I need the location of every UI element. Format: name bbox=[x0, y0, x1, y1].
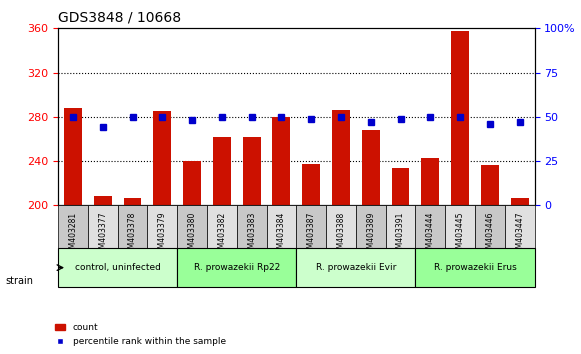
Text: GSM403389: GSM403389 bbox=[366, 212, 375, 258]
Text: GDS3848 / 10668: GDS3848 / 10668 bbox=[58, 11, 181, 25]
FancyBboxPatch shape bbox=[148, 205, 177, 248]
FancyBboxPatch shape bbox=[207, 205, 237, 248]
Text: GSM403281: GSM403281 bbox=[69, 212, 77, 258]
FancyBboxPatch shape bbox=[356, 205, 386, 248]
Bar bbox=[362, 130, 379, 205]
Text: GSM403447: GSM403447 bbox=[515, 212, 524, 258]
Bar bbox=[392, 168, 410, 205]
FancyBboxPatch shape bbox=[415, 205, 445, 248]
Bar bbox=[421, 158, 439, 205]
Text: GSM403445: GSM403445 bbox=[456, 212, 465, 258]
Text: GSM403446: GSM403446 bbox=[485, 212, 494, 258]
FancyBboxPatch shape bbox=[445, 205, 475, 248]
Text: GSM403384: GSM403384 bbox=[277, 212, 286, 258]
Text: GSM403377: GSM403377 bbox=[98, 212, 107, 258]
Bar bbox=[153, 111, 171, 205]
Text: control, uninfected: control, uninfected bbox=[75, 263, 160, 272]
Bar bbox=[213, 137, 231, 205]
Text: strain: strain bbox=[6, 276, 34, 286]
FancyBboxPatch shape bbox=[117, 205, 148, 248]
FancyBboxPatch shape bbox=[475, 205, 505, 248]
Bar bbox=[243, 137, 260, 205]
Text: GSM403388: GSM403388 bbox=[336, 212, 346, 258]
Bar bbox=[332, 110, 350, 205]
Bar bbox=[272, 117, 290, 205]
Bar bbox=[94, 196, 112, 205]
Bar bbox=[451, 30, 469, 205]
Bar bbox=[183, 161, 201, 205]
Text: R. prowazekii Rp22: R. prowazekii Rp22 bbox=[193, 263, 280, 272]
FancyBboxPatch shape bbox=[296, 248, 415, 287]
FancyBboxPatch shape bbox=[177, 248, 296, 287]
Bar bbox=[302, 164, 320, 205]
FancyBboxPatch shape bbox=[326, 205, 356, 248]
FancyBboxPatch shape bbox=[267, 205, 296, 248]
FancyBboxPatch shape bbox=[386, 205, 415, 248]
Text: GSM403387: GSM403387 bbox=[307, 212, 315, 258]
FancyBboxPatch shape bbox=[237, 205, 267, 248]
FancyBboxPatch shape bbox=[58, 248, 177, 287]
Text: GSM403444: GSM403444 bbox=[426, 212, 435, 258]
Text: GSM403382: GSM403382 bbox=[217, 212, 227, 258]
FancyBboxPatch shape bbox=[88, 205, 117, 248]
Text: GSM403379: GSM403379 bbox=[158, 212, 167, 258]
Legend: count, percentile rank within the sample: count, percentile rank within the sample bbox=[51, 320, 229, 349]
Text: R. prowazekii Erus: R. prowazekii Erus bbox=[433, 263, 517, 272]
FancyBboxPatch shape bbox=[415, 248, 535, 287]
FancyBboxPatch shape bbox=[505, 205, 535, 248]
Bar bbox=[124, 198, 141, 205]
FancyBboxPatch shape bbox=[177, 205, 207, 248]
Bar bbox=[511, 198, 529, 205]
Text: R. prowazekii Evir: R. prowazekii Evir bbox=[315, 263, 396, 272]
Bar bbox=[481, 166, 498, 205]
Text: GSM403383: GSM403383 bbox=[247, 212, 256, 258]
Text: GSM403378: GSM403378 bbox=[128, 212, 137, 258]
FancyBboxPatch shape bbox=[58, 205, 88, 248]
Text: GSM403380: GSM403380 bbox=[188, 212, 196, 258]
FancyBboxPatch shape bbox=[296, 205, 326, 248]
Bar bbox=[64, 108, 82, 205]
Text: GSM403391: GSM403391 bbox=[396, 212, 405, 258]
